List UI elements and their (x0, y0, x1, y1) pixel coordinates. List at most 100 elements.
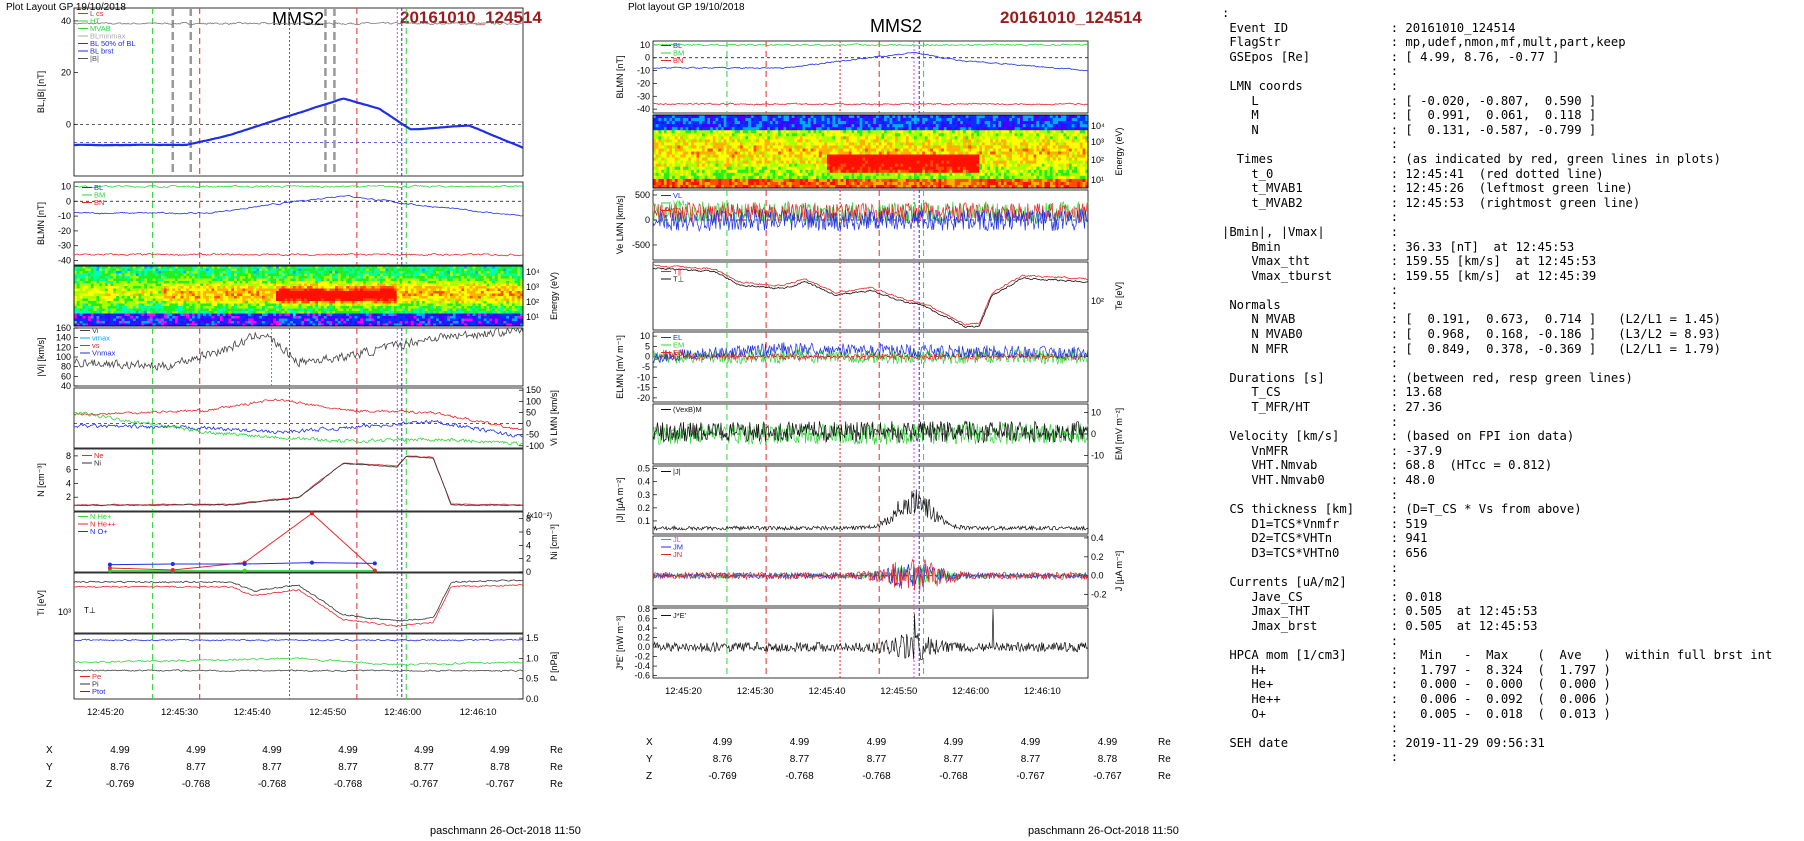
spectrogram-cell (696, 148, 700, 152)
spectrogram-cell (461, 316, 465, 319)
Ni-line (73, 455, 524, 507)
spectrogram-cell (90, 316, 94, 319)
spectrogram-cell (217, 303, 221, 307)
spectrogram-cell (688, 148, 692, 152)
spectrogram-cell (295, 266, 299, 269)
spectrogram-cell (306, 271, 311, 274)
spectrogram-cell (278, 291, 283, 294)
spectrogram-cell (731, 178, 735, 183)
spectrogram-cell (388, 321, 392, 324)
spectrogram-cell (701, 115, 705, 119)
spectrogram-cell (413, 298, 417, 302)
spectrogram-cell (113, 313, 117, 317)
spectrogram-cell (455, 296, 459, 299)
spectrogram-cell (228, 278, 232, 282)
spectrogram-cell (672, 163, 676, 168)
Ptot-line (73, 638, 524, 642)
spectrogram-cell (677, 118, 681, 122)
spectrogram-cell (147, 301, 151, 304)
spectrogram-cell (729, 175, 733, 180)
spectrogram-cell (663, 157, 667, 161)
spectrogram-cell (301, 288, 305, 292)
spectrogram-cell (742, 115, 746, 119)
spectrogram-cell (346, 318, 350, 322)
spectrogram-cell (144, 313, 148, 317)
spectrogram-cell (682, 139, 686, 143)
spectrogram-cell (663, 130, 667, 134)
spectrogram-cell (107, 303, 111, 307)
spectrogram-cell (301, 273, 305, 277)
spectrogram-cell (349, 321, 353, 324)
spectrogram-cell (250, 296, 254, 299)
spectrogram-cell (79, 323, 83, 327)
spectrogram-cell (113, 321, 117, 324)
spectrogram-cell (104, 321, 109, 324)
spectrogram-cell (231, 303, 235, 307)
spectrogram-cell (175, 268, 179, 272)
spectrogram-cell (696, 118, 700, 122)
spectrogram-cell (514, 306, 518, 309)
electron-spectrogram (653, 115, 1089, 189)
spectrogram-cell (315, 306, 319, 309)
spectrogram-cell (270, 273, 274, 277)
spectrogram-cell (121, 313, 125, 317)
spectrogram-cell (326, 283, 330, 287)
spectrogram-cell (696, 181, 700, 186)
spectrogram-cell (680, 136, 684, 140)
spectrogram-cell (379, 303, 384, 307)
y-tick-label: 140 (56, 333, 71, 343)
spectrogram-cell (710, 172, 714, 177)
spectrogram-cell (172, 286, 176, 289)
spectrogram-cell (163, 301, 167, 304)
spectrogram-cell (149, 306, 153, 309)
spectrogram-cell (130, 286, 134, 289)
spectrogram-cell (124, 308, 128, 312)
spectrogram-cell (729, 157, 733, 161)
spectrogram-cell (320, 303, 325, 307)
spectrogram-cell (511, 283, 515, 287)
spectrogram-cell (441, 276, 445, 279)
spectrogram-cell (175, 281, 179, 284)
spectrogram-cell (107, 291, 111, 294)
spectrogram-cell (183, 321, 187, 324)
spectrogram-cell (306, 281, 311, 284)
spectrogram-cell (517, 266, 521, 269)
spectrogram-cell (379, 271, 384, 274)
spectrogram-cell (410, 273, 414, 277)
spectrogram-cell (503, 281, 507, 284)
spectrogram-cell (701, 163, 705, 168)
spectrogram-cell (750, 124, 754, 128)
spectrogram-cell (99, 283, 103, 287)
spectrogram-cell (475, 296, 479, 299)
spectrogram-cell (102, 276, 106, 279)
spectrogram-cell (734, 151, 738, 155)
spectrogram-cell (410, 288, 414, 292)
spectrogram-cell (368, 288, 372, 292)
spectrogram-cell (211, 288, 215, 292)
spectrogram-cell (248, 288, 252, 292)
legend-entry: Vnmax (92, 349, 116, 358)
spectrogram-cell (292, 271, 297, 274)
spectrogram-cell (661, 124, 665, 128)
spectrogram-cell (483, 281, 487, 284)
spectrogram-cell (742, 148, 746, 152)
spectrogram-cell (721, 185, 725, 189)
spectrogram-cell (102, 316, 106, 319)
spectrogram-cell (514, 283, 518, 287)
spectrogram-cell (674, 133, 678, 137)
spectrogram-cell (99, 323, 103, 327)
spectrogram-cell (276, 281, 280, 284)
spectrogram-cell (264, 281, 268, 284)
spectrogram-cell (393, 293, 398, 297)
spectrogram-cell (740, 163, 744, 168)
spectrogram-cell (672, 154, 676, 158)
spectrogram-cell (680, 145, 684, 149)
spectrogram-cell (208, 323, 212, 327)
spectrogram-cell (520, 313, 524, 317)
spectrogram-cell (99, 306, 103, 309)
spectrogram-cell (211, 293, 215, 297)
spectrogram-cell (318, 318, 322, 322)
spectrogram-cell (130, 291, 134, 294)
spectrogram-cell (250, 311, 254, 314)
spectrogram-cell (447, 316, 451, 319)
